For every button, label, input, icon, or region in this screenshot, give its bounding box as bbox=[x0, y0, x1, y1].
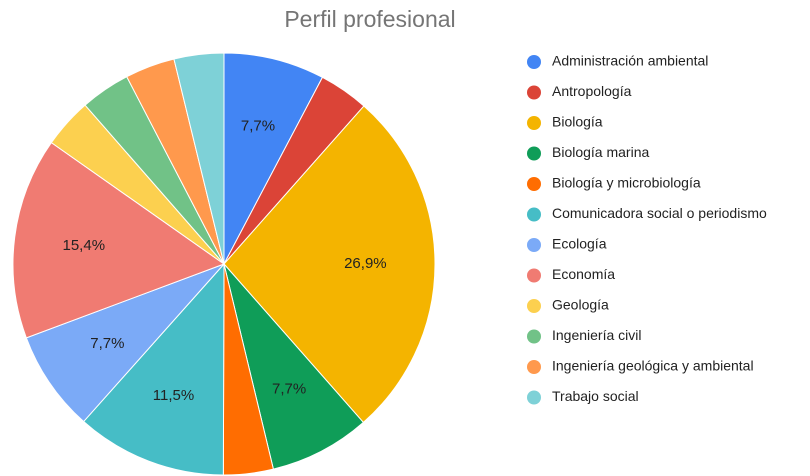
legend-label: Trabajo social bbox=[552, 388, 639, 404]
pie-slice bbox=[173, 52, 225, 265]
legend-swatch bbox=[527, 55, 541, 69]
legend-swatch bbox=[527, 238, 541, 252]
legend-swatch bbox=[527, 299, 541, 313]
legend-swatch bbox=[527, 329, 541, 344]
legend-label: Economía bbox=[552, 266, 615, 282]
data-label: 7,7% bbox=[272, 380, 306, 397]
legend-label: Comunicadora social o periodismo bbox=[552, 205, 767, 221]
data-label: 26,9% bbox=[344, 255, 387, 272]
pie-slice bbox=[12, 141, 226, 339]
legend-label: Administración ambiental bbox=[552, 53, 708, 69]
data-label: 7,7% bbox=[90, 335, 124, 352]
legend-label: Antropología bbox=[552, 83, 632, 99]
pie-slice bbox=[82, 262, 225, 476]
chart-title: Perfil profesional bbox=[284, 6, 455, 32]
legend-swatch bbox=[527, 207, 541, 222]
pie-slice bbox=[223, 263, 365, 470]
legend-label: Biología bbox=[552, 114, 603, 130]
pie-slice bbox=[223, 52, 324, 265]
legend-label: Ecología bbox=[552, 236, 607, 252]
legend-label: Ingeniería geológica y ambiental bbox=[552, 358, 754, 374]
pie-slice bbox=[223, 105, 436, 424]
legend-swatch bbox=[527, 146, 541, 161]
legend-label: Biología marina bbox=[552, 144, 649, 160]
legend-swatch bbox=[527, 177, 541, 191]
data-label: 15,4% bbox=[63, 237, 106, 254]
pie-slice bbox=[25, 263, 225, 423]
legend-label: Ingeniería civil bbox=[552, 327, 642, 343]
legend-swatch bbox=[527, 85, 541, 100]
legend-swatch bbox=[527, 116, 541, 130]
legend-swatch bbox=[527, 390, 541, 405]
legend-label: Biología y microbiología bbox=[552, 175, 701, 191]
data-label: 7,7% bbox=[241, 118, 275, 135]
legend-label: Geología bbox=[552, 297, 609, 313]
legend-swatch bbox=[527, 360, 541, 374]
legend-swatch bbox=[527, 268, 541, 283]
data-label: 11,5% bbox=[153, 387, 194, 404]
